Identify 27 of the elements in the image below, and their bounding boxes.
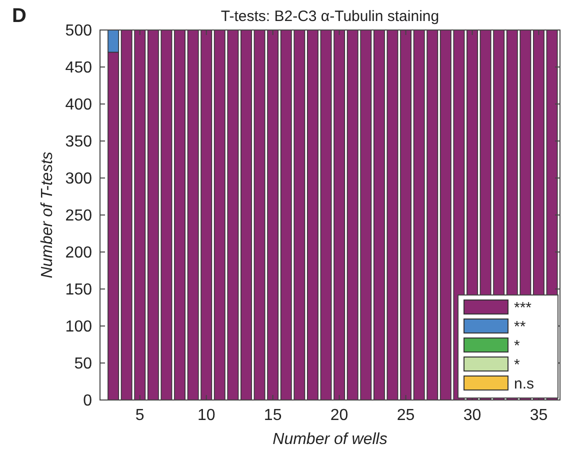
y-axis-title: Number of T-tests xyxy=(39,152,56,278)
x-axis-title: Number of wells xyxy=(272,431,388,448)
legend-label: n.s xyxy=(514,375,534,392)
x-tick-label: 15 xyxy=(264,407,282,424)
y-tick-label: 0 xyxy=(83,392,92,410)
x-tick-label: 25 xyxy=(396,407,415,424)
y-tick-label: 450 xyxy=(65,60,92,77)
x-tick-label: 30 xyxy=(463,407,482,424)
y-tick-label: 250 xyxy=(65,208,92,225)
x-tick-label: 10 xyxy=(197,407,216,424)
y-tick-label: 300 xyxy=(65,170,92,188)
legend-label: * xyxy=(514,337,520,354)
x-tick-label: 35 xyxy=(530,407,548,424)
y-tick-label: 400 xyxy=(65,96,92,114)
y-tick-label: 200 xyxy=(65,244,92,262)
chart-title: T-tests: B2-C3 α-Tubulin staining xyxy=(220,8,440,25)
x-tick-label: 20 xyxy=(330,407,348,424)
y-tick-label: 150 xyxy=(65,282,92,299)
legend-label: ** xyxy=(514,318,526,336)
y-tick-label: 350 xyxy=(65,134,92,151)
y-tick-label: 50 xyxy=(74,356,92,373)
text: D xyxy=(12,5,26,27)
x-tick-label: 5 xyxy=(135,407,144,424)
legend-label: *** xyxy=(514,299,532,316)
legend-label: * xyxy=(514,356,520,374)
y-tick-label: 100 xyxy=(65,318,92,336)
y-tick-label: 500 xyxy=(65,22,92,40)
